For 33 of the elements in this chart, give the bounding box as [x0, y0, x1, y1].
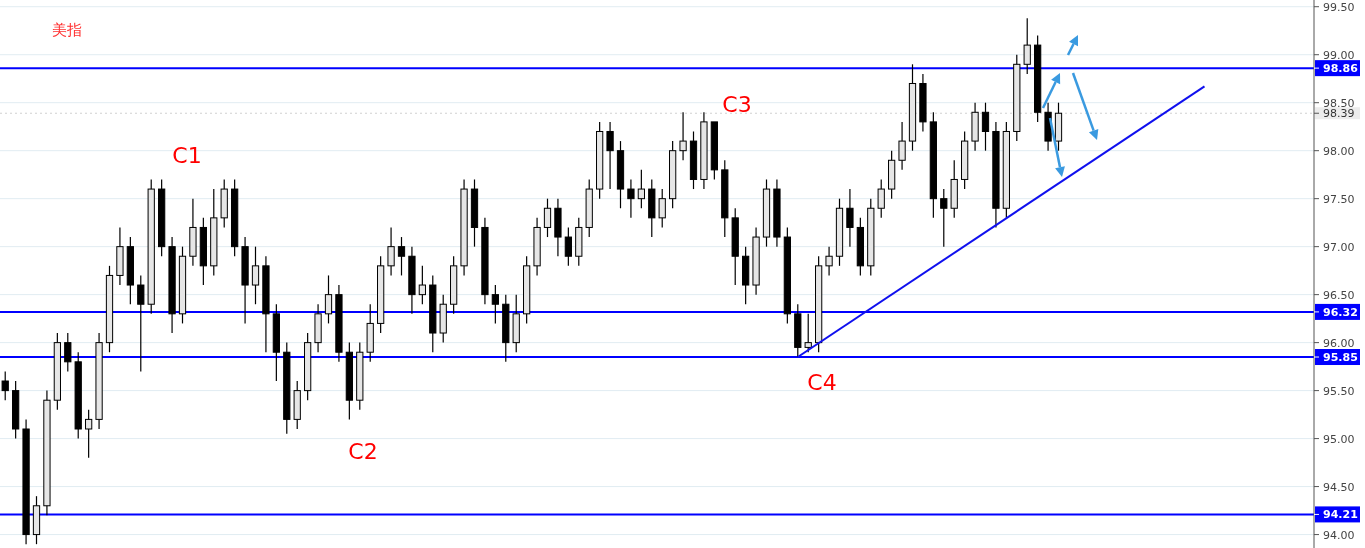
y-tick-label: 96.00 — [1323, 336, 1355, 350]
ref-line-label: 94.21 — [1323, 508, 1358, 522]
candlestick — [940, 188, 948, 248]
candlestick — [64, 332, 72, 373]
candlestick — [564, 226, 572, 267]
ref-line-label: 95.85 — [1323, 351, 1358, 365]
ref-line-label: 98.39 — [1323, 107, 1355, 121]
text: 美指 — [52, 21, 82, 39]
candlestick — [397, 236, 406, 277]
y-tick-label: 94.50 — [1323, 480, 1355, 494]
candlestick — [846, 188, 854, 248]
ref-line-label: 98.86 — [1323, 62, 1359, 76]
annotation: C3 — [722, 92, 752, 117]
candlestick — [491, 284, 499, 325]
y-tick-label: 98.50 — [1323, 96, 1355, 110]
y-tick-label: 96.50 — [1323, 288, 1355, 302]
candlestick — [137, 274, 145, 373]
candlestick — [1, 370, 9, 401]
annotation: C4 — [807, 370, 837, 395]
candlestick — [981, 102, 990, 152]
y-tick-label: 94.00 — [1323, 528, 1355, 542]
annotation: C2 — [348, 439, 378, 464]
y-tick-label: 99.50 — [1323, 0, 1355, 14]
ref-line-label: 96.32 — [1323, 305, 1358, 319]
candlestick — [627, 178, 635, 219]
y-tick-label: 97.50 — [1323, 192, 1355, 206]
y-tick-label: 95.50 — [1323, 384, 1355, 398]
y-tick-label: 99.00 — [1323, 48, 1355, 62]
y-tick-label: 95.00 — [1323, 432, 1355, 446]
annotation: C1 — [172, 143, 202, 168]
candlestick — [606, 121, 614, 190]
y-tick-label: 98.00 — [1323, 144, 1355, 158]
y-tick-label: 97.00 — [1323, 240, 1355, 254]
